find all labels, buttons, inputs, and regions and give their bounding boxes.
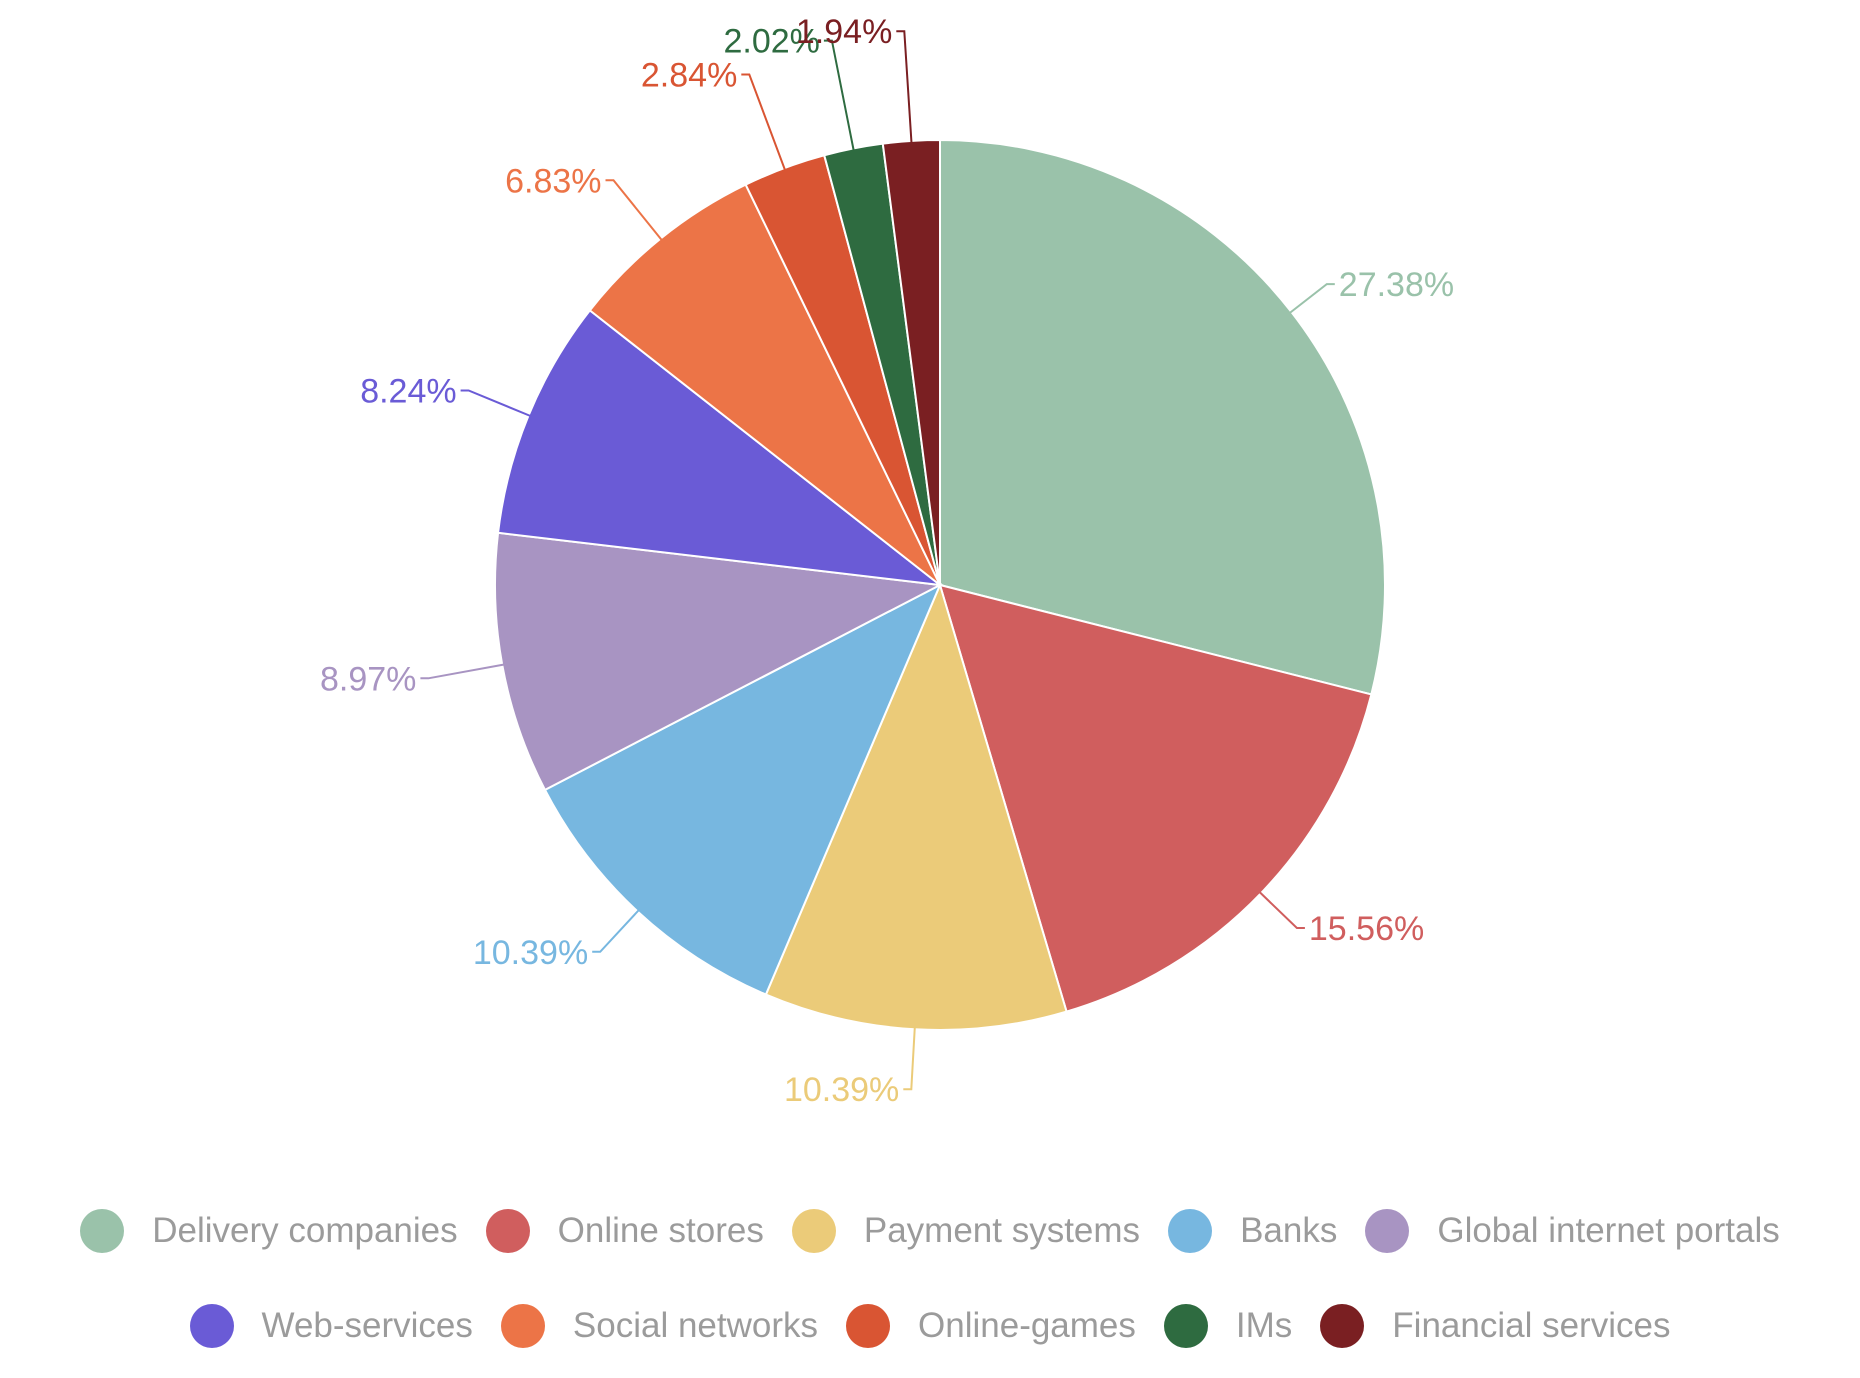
legend-label: Delivery companies — [152, 1211, 458, 1250]
pie-value-labels: 27.38% 15.56% 10.39% 10.39% 8.97% 8.24% 6.83% 2… — [320, 13, 1454, 1109]
legend-item-financial-services[interactable]: Financial services — [1320, 1302, 1670, 1350]
legend-label: Global internet portals — [1437, 1211, 1780, 1250]
value-label-financial-services: 1.94% — [796, 13, 892, 51]
legend-label: Financial services — [1392, 1306, 1671, 1345]
leader-line-online-stores — [1258, 891, 1305, 929]
pie-chart: 27.38% 15.56% 10.39% 10.39% 8.97% 8.24% 6.83% 2… — [320, 13, 1454, 1109]
leader-line-payment-systems — [903, 1027, 916, 1091]
leader-line-online-games — [741, 73, 786, 171]
leader-line-global-internet-portals — [420, 663, 505, 680]
value-label-payment-systems: 10.39% — [784, 1071, 899, 1109]
value-label-ims: 2.02% — [723, 23, 819, 61]
legend-label: Social networks — [572, 1306, 819, 1345]
legend-swatch-icon — [189, 1304, 234, 1348]
value-label-banks: 10.39% — [473, 934, 588, 972]
legend-row-2: Web-services Social networks Online-games I… — [0, 1302, 1860, 1350]
legend-label: Web-services — [261, 1306, 473, 1345]
legend-label: IMs — [1235, 1306, 1293, 1345]
legend-swatch-icon — [1365, 1209, 1410, 1253]
legend-label: Banks — [1240, 1211, 1338, 1250]
legend-label: Online-games — [918, 1306, 1136, 1345]
leader-line-financial-services — [896, 30, 913, 143]
legend-item-global-internet-portals[interactable]: Global internet portals — [1365, 1207, 1780, 1255]
legend-swatch-icon — [1168, 1209, 1213, 1253]
legend-label: Online stores — [557, 1211, 764, 1250]
legend-item-ims[interactable]: IMs — [1163, 1302, 1293, 1350]
legend-swatch-icon — [485, 1209, 530, 1253]
value-label-social-networks: 6.83% — [505, 162, 601, 200]
leader-line-web-services — [460, 389, 531, 417]
legend-row-1: Delivery companies Online stores Payment s… — [0, 1207, 1860, 1255]
legend-item-social-networks[interactable]: Social networks — [500, 1302, 819, 1350]
value-label-online-stores: 15.56% — [1309, 910, 1424, 948]
leader-line-ims — [823, 39, 855, 151]
legend-swatch-icon — [791, 1209, 836, 1253]
legend-item-banks[interactable]: Banks — [1168, 1207, 1337, 1255]
legend-swatch-icon — [1163, 1304, 1208, 1348]
legend-swatch-icon — [80, 1209, 125, 1253]
legend-item-online-stores[interactable]: Online stores — [485, 1207, 764, 1255]
legend-item-delivery-companies[interactable]: Delivery companies — [80, 1207, 458, 1255]
value-label-delivery-companies: 27.38% — [1339, 266, 1454, 304]
legend-item-web-services[interactable]: Web-services — [189, 1302, 473, 1350]
leader-line-banks — [592, 909, 640, 953]
pie-slices — [494, 138, 1386, 1031]
leader-line-delivery-companies — [1289, 283, 1335, 314]
leader-line-social-networks — [605, 179, 663, 241]
legend-swatch-icon — [846, 1304, 891, 1348]
value-label-global-internet-portals: 8.97% — [320, 660, 416, 698]
legend-swatch-icon — [500, 1304, 545, 1348]
legend-item-online-games[interactable]: Online-games — [846, 1302, 1136, 1350]
legend-label: Payment systems — [863, 1211, 1141, 1250]
legend-swatch-icon — [1320, 1304, 1365, 1348]
value-label-web-services: 8.24% — [360, 373, 456, 411]
pie-leader-lines — [420, 30, 1335, 1091]
value-label-online-games: 2.84% — [641, 57, 737, 95]
legend-item-payment-systems[interactable]: Payment systems — [791, 1207, 1141, 1255]
